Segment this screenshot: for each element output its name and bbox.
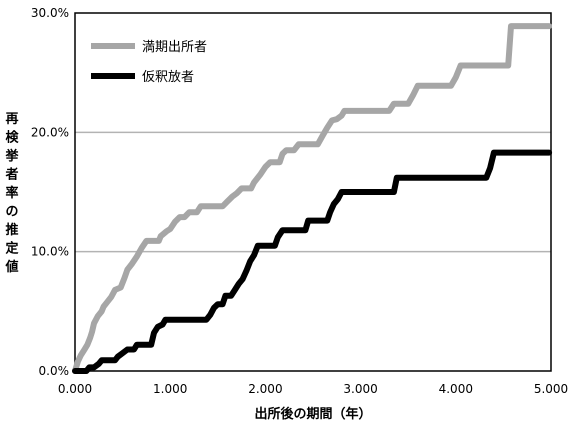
plot-frame	[74, 12, 552, 372]
y-axis-title-char: 者	[4, 167, 18, 183]
x-axis-title: 出所後の期間（年）	[254, 406, 371, 422]
y-axis-title-char: 挙	[4, 148, 19, 164]
x-tick-label: 2.000	[248, 382, 282, 396]
y-axis-title-char: の	[5, 205, 18, 220]
legend: 満期出所者 仮釈放者	[91, 40, 207, 85]
y-tick-label: 30.0%	[31, 6, 69, 20]
series-line-2	[72, 149, 553, 374]
y-axis-title-char: 検	[5, 130, 19, 146]
x-tick-label: 4.000	[439, 382, 473, 396]
legend-label-series-2: 仮釈放者	[142, 70, 194, 85]
series-line-1	[72, 23, 553, 374]
y-axis-title-char: 再	[5, 112, 18, 127]
y-tick-label: 10.0%	[31, 245, 69, 259]
y-axis-title-char: 率	[5, 185, 18, 201]
y-tick-label: 20.0%	[31, 125, 69, 139]
y-axis-title-char: 値	[4, 259, 18, 275]
x-axis-ticks: 0.000 1.000 2.000 3.000 4.000 5.000	[58, 382, 568, 396]
x-tick-label: 0.000	[58, 382, 92, 396]
y-axis-title-char: 定	[4, 241, 18, 257]
x-tick-label: 1.000	[153, 382, 187, 396]
x-tick-label: 3.000	[343, 382, 377, 396]
y-axis-title-char: 推	[5, 222, 18, 238]
y-axis-ticks: 0.0% 10.0% 20.0% 30.0%	[31, 6, 69, 378]
gridlines	[75, 131, 551, 253]
series-layer	[72, 23, 553, 374]
x-tick-label: 5.000	[534, 382, 568, 396]
y-tick-label: 0.0%	[39, 364, 70, 378]
legend-label-series-1: 満期出所者	[142, 40, 207, 55]
